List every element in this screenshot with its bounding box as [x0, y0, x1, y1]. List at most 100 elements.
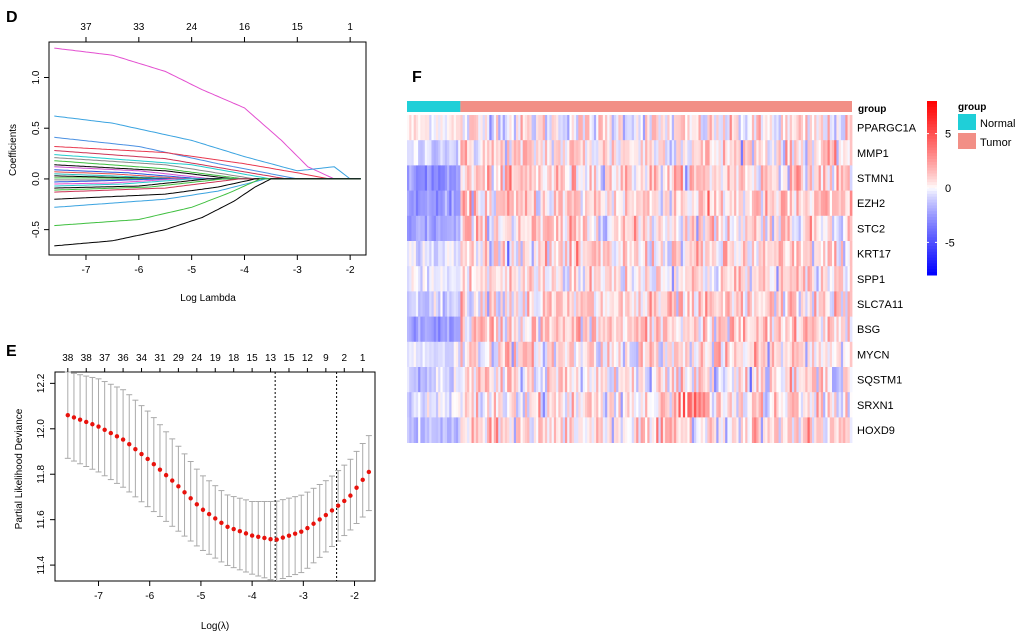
heatmap-cell	[616, 367, 619, 393]
heatmap-cell	[500, 140, 504, 166]
heatmap-cell	[774, 241, 777, 267]
heatmap-cell	[665, 367, 668, 393]
heatmap-cell	[696, 215, 699, 242]
deviance-point	[231, 526, 236, 532]
heatmap-cell	[407, 215, 410, 242]
heatmap-cell	[567, 115, 570, 141]
heatmap-cell	[763, 190, 766, 217]
coefficient-path-1	[54, 47, 361, 180]
heatmap-cell	[511, 115, 515, 141]
heatmap-cell	[496, 392, 499, 418]
legend-label-normal: Normal	[980, 118, 1015, 130]
heatmap-cell	[438, 140, 441, 166]
heatmap-cell	[407, 190, 410, 217]
heatmap-cell	[631, 190, 635, 217]
heatmap-cell	[469, 291, 472, 317]
heatmap-cell	[524, 417, 528, 443]
heatmap-cell	[651, 215, 655, 242]
heatmap-cell	[747, 165, 751, 191]
heatmap-cell	[747, 140, 751, 166]
heatmap-cell	[560, 417, 564, 443]
heatmap-cell	[453, 316, 457, 343]
heatmap-cell	[778, 190, 782, 217]
heatmap-cell	[725, 266, 728, 292]
heatmap-cell	[727, 241, 731, 267]
heatmap-cell	[551, 140, 555, 166]
heatmap-cell	[651, 241, 655, 267]
heatmap-cell	[471, 115, 475, 141]
heatmap-cell	[805, 140, 808, 166]
heatmap-cell	[838, 417, 842, 443]
heatmap-cell	[605, 266, 608, 292]
heatmap-cell	[803, 266, 806, 292]
heatmap-cell	[475, 266, 479, 292]
heatmap-cell	[491, 241, 495, 267]
heatmap-cell	[745, 316, 748, 343]
heatmap-cell	[691, 341, 695, 368]
heatmap-cell	[796, 215, 800, 242]
heatmap-cell	[440, 190, 444, 217]
heatmap-cell	[533, 316, 537, 343]
heatmap-cell	[462, 316, 466, 343]
heatmap-cell	[780, 291, 784, 317]
heatmap-cell	[820, 367, 824, 393]
heatmap-cell	[533, 417, 537, 443]
heatmap-cell	[533, 392, 537, 418]
heatmap-cell	[573, 115, 577, 141]
heatmap-cell	[798, 215, 802, 242]
heatmap-cell	[531, 140, 535, 166]
heatmap-cell	[823, 367, 826, 393]
heatmap-cell	[722, 190, 726, 217]
heatmap-cell	[714, 165, 717, 191]
deviance-point	[280, 535, 286, 540]
heatmap-cell	[549, 266, 553, 292]
heatmap-cell	[433, 241, 437, 267]
heatmap-cell	[589, 115, 593, 141]
heatmap-cell	[767, 115, 771, 141]
heatmap-cell	[473, 392, 477, 418]
heatmap-cell	[469, 266, 472, 292]
heatmap-cell	[760, 215, 764, 242]
heatmap-cell	[791, 115, 795, 141]
deviance-point	[157, 467, 163, 472]
heatmap-cell	[553, 266, 557, 292]
heatmap-cell	[567, 266, 570, 292]
heatmap-cell	[751, 190, 755, 217]
heatmap-cell	[667, 367, 670, 393]
heatmap-cell	[422, 417, 426, 443]
heatmap-cell	[680, 266, 684, 292]
heatmap-cell	[834, 392, 837, 418]
heatmap-cell	[711, 392, 715, 418]
heatmap-cell	[669, 316, 673, 343]
heatmap-cell	[656, 291, 659, 317]
heatmap-cell	[576, 417, 579, 443]
heatmap-cell	[605, 291, 608, 317]
heatmap-cell	[633, 291, 637, 317]
heatmap-cell	[480, 140, 484, 166]
heatmap-cell	[413, 341, 417, 368]
heatmap-cell	[700, 215, 704, 242]
heatmap-cell	[825, 417, 828, 443]
heatmap-cell	[689, 190, 693, 217]
heatmap-cell	[807, 190, 811, 217]
heatmap-cell	[831, 115, 835, 141]
heatmap-cell	[787, 190, 791, 217]
heatmap-cell	[667, 291, 670, 317]
heatmap-cell	[709, 140, 713, 166]
heatmap-cell	[736, 316, 739, 343]
heatmap-cell	[500, 341, 504, 368]
heatmap-cell	[467, 417, 470, 443]
heatmap-cell	[796, 291, 800, 317]
y-tick-label-e: 12.0	[36, 419, 47, 439]
heatmap-cell	[418, 316, 421, 343]
heatmap-cell	[453, 165, 457, 191]
top-axis-ticks-e: 38 38 37 36 34 31 29 24 19 18 15 13 15 12 9 2 1	[62, 353, 366, 372]
heatmap-cell	[647, 215, 650, 242]
heatmap-cell	[714, 367, 717, 393]
heatmap-cell	[576, 115, 579, 141]
heatmap-cell	[678, 190, 682, 217]
heatmap-cell	[607, 316, 610, 343]
colorbar-segment	[927, 217, 937, 221]
heatmap-cell	[616, 115, 619, 141]
heatmap-cell	[473, 417, 477, 443]
